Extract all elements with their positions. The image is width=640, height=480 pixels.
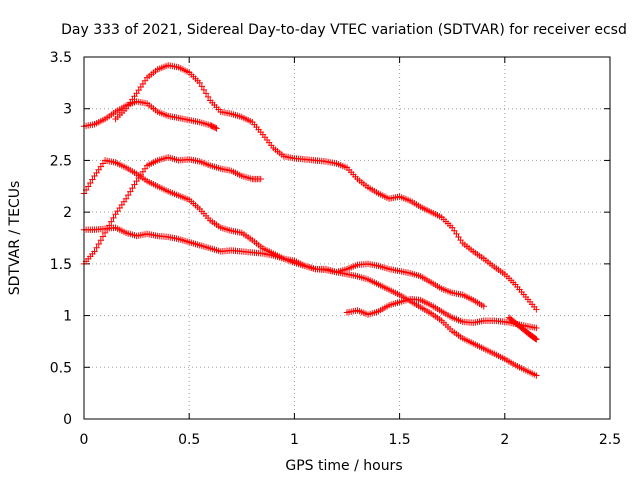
data-point — [533, 306, 540, 313]
data-point — [91, 248, 98, 255]
x-tick-label: 0 — [80, 432, 89, 448]
data-point — [89, 176, 96, 183]
series-track-4 — [80, 154, 264, 268]
data-point — [93, 244, 100, 251]
data-point — [533, 324, 540, 332]
data-point — [533, 372, 540, 379]
data-series — [80, 62, 540, 379]
axis-ticks — [83, 56, 611, 420]
x-tick-label: 0.5 — [178, 432, 200, 448]
data-point — [196, 79, 203, 87]
data-point — [480, 303, 487, 310]
series-track-6 — [343, 295, 540, 332]
chart-title: Day 333 of 2021, Sidereal Day-to-day VTE… — [61, 22, 627, 38]
data-point — [200, 86, 208, 94]
y-tick-label: 3 — [63, 102, 72, 118]
data-point — [95, 240, 102, 248]
y-tick-label: 0.5 — [50, 360, 72, 376]
data-point — [127, 188, 134, 195]
data-point — [85, 183, 92, 190]
data-point — [533, 336, 540, 343]
gridlines — [84, 57, 610, 419]
y-tick-label: 0 — [63, 412, 72, 428]
data-point — [202, 90, 210, 97]
y-tick-labels: 0 0.5 1 1.5 2 2.5 3 3.5 — [50, 50, 72, 428]
series-track-3 — [80, 157, 540, 379]
plot-frame — [83, 56, 611, 420]
y-axis-label: SDTVAR / TECUs — [7, 181, 23, 296]
data-point — [97, 237, 105, 244]
y-tick-label: 3.5 — [50, 50, 72, 66]
x-tick-labels: 0 0.5 1 1.5 2 2.5 — [80, 432, 622, 448]
data-point — [131, 181, 138, 188]
series-track-2 — [112, 62, 540, 313]
x-axis-label: GPS time / hours — [285, 458, 402, 474]
y-tick-label: 1 — [63, 309, 72, 325]
data-point — [108, 218, 115, 225]
y-tick-label: 1.5 — [50, 257, 72, 273]
x-tick-label: 1.5 — [388, 432, 410, 448]
x-tick-label: 2 — [500, 432, 509, 448]
y-tick-label: 2.5 — [50, 153, 72, 169]
data-point — [257, 175, 264, 183]
series-track-5 — [80, 224, 487, 310]
data-point — [212, 124, 219, 131]
data-point — [110, 214, 117, 222]
data-point — [532, 335, 539, 342]
data-point — [122, 195, 130, 202]
data-point — [213, 125, 220, 132]
data-point — [204, 93, 212, 101]
data-point — [129, 184, 136, 192]
data-point — [198, 83, 206, 90]
data-point — [124, 191, 132, 199]
data-point — [87, 179, 94, 187]
x-tick-label: 1 — [290, 432, 299, 448]
x-tick-label: 2.5 — [599, 432, 621, 448]
series-track-7 — [505, 314, 540, 343]
data-point — [99, 233, 107, 240]
series-track-1 — [80, 98, 220, 132]
y-tick-label: 2 — [63, 205, 72, 221]
